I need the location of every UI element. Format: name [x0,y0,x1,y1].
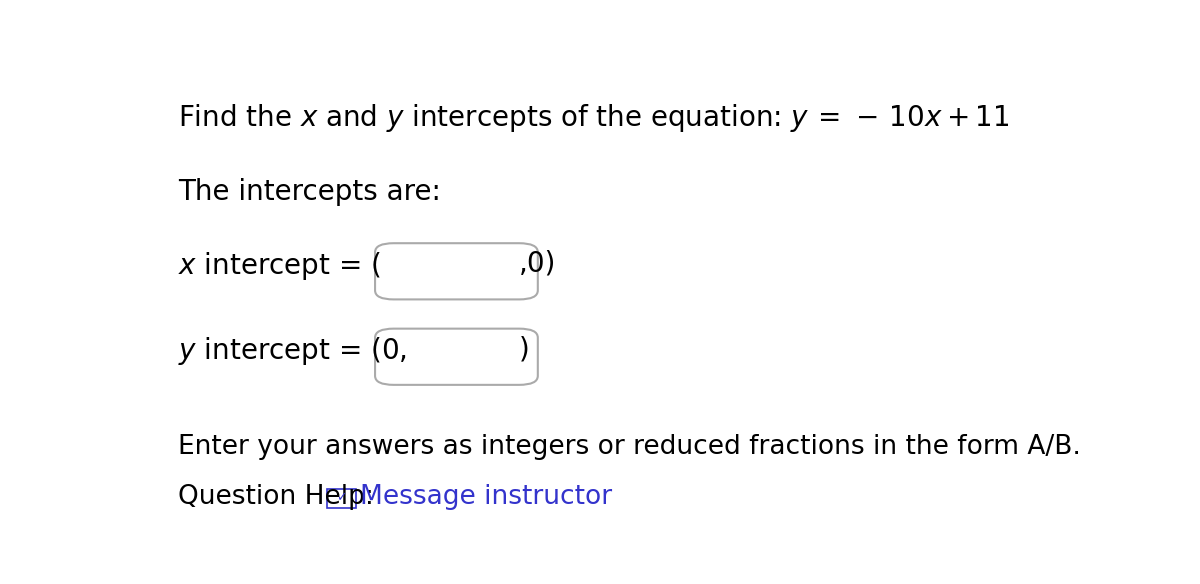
Text: Message instructor: Message instructor [360,484,612,510]
Text: Find the $x$ and $y$ intercepts of the equation: $y\,=\,-\,10x+11$: Find the $x$ and $y$ intercepts of the e… [178,102,1009,134]
Text: $y$ intercept = (0,: $y$ intercept = (0, [178,335,407,367]
FancyBboxPatch shape [376,243,538,300]
Text: $x$ intercept = (: $x$ intercept = ( [178,250,380,282]
FancyBboxPatch shape [376,329,538,385]
Text: Enter your answers as integers or reduced fractions in the form A/B.: Enter your answers as integers or reduce… [178,434,1081,460]
Text: ✓: ✓ [336,491,347,504]
FancyBboxPatch shape [326,489,356,507]
Text: ): ) [520,335,530,363]
Text: The intercepts are:: The intercepts are: [178,178,440,206]
Text: Question Help:: Question Help: [178,484,390,510]
Text: ,0): ,0) [520,250,557,278]
